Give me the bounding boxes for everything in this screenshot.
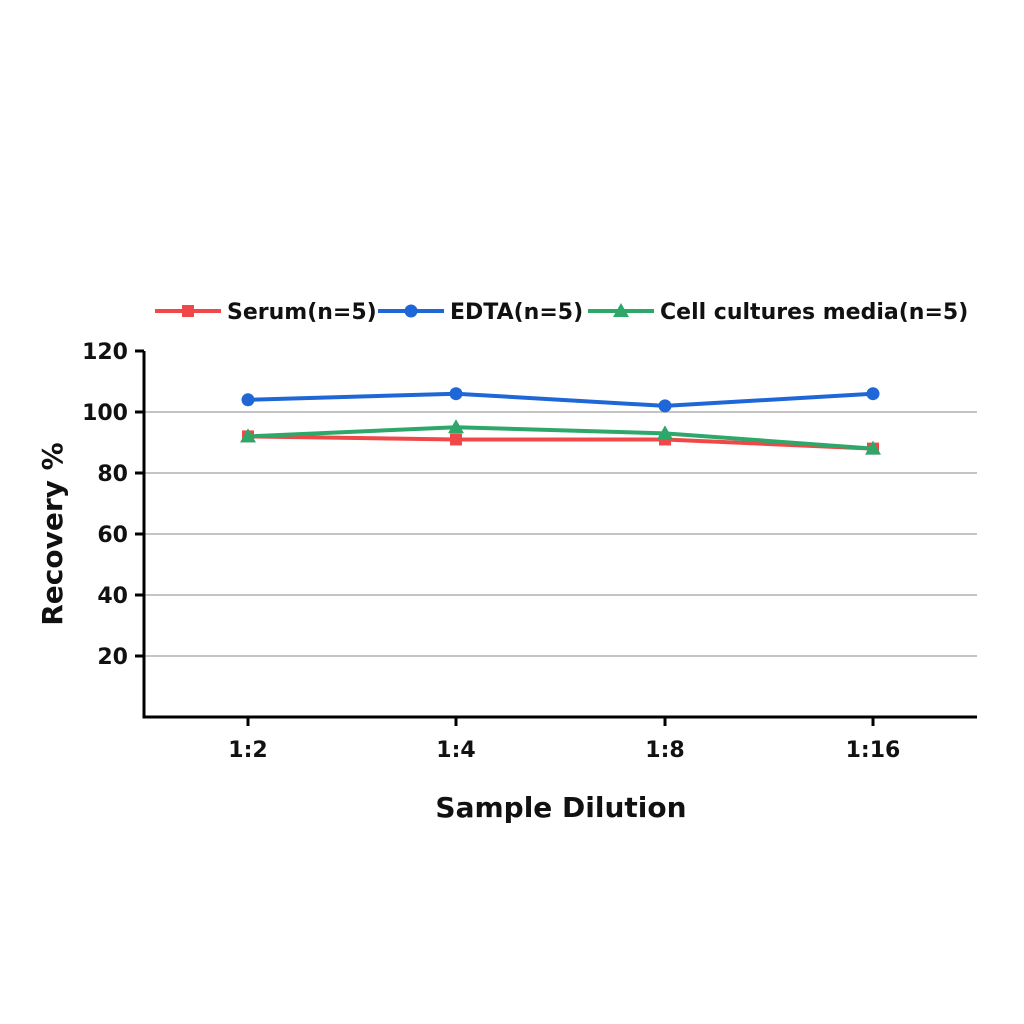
y-tick-label: 80 [97,462,128,487]
y-tick-label: 120 [82,340,128,365]
marker-circle [241,393,255,407]
marker-circle [449,387,463,401]
gridlines [144,411,977,657]
legend-label: Serum(n=5) [227,300,377,325]
marker-square [450,433,462,446]
legend-item: Serum(n=5) [155,300,377,325]
x-tick-label: 1:16 [846,738,901,763]
marker-triangle [657,425,673,440]
axes: 20 40 60 80 100 120 1:2 1:4 1:8 1:16 [82,340,977,763]
marker-triangle [448,419,464,434]
series-line [247,434,874,451]
x-tick-label: 1:8 [645,738,684,763]
x-tick-label: 1:2 [228,738,267,763]
legend-item: EDTA(n=5) [378,300,583,325]
marker-circle [404,304,418,318]
legend-label: Cell cultures media(n=5) [660,300,968,325]
y-tick-label: 100 [82,401,128,426]
y-tick-label: 60 [97,523,128,548]
y-tick-label: 20 [97,645,128,670]
series-group [240,387,881,455]
x-tick-label: 1:4 [436,738,475,763]
series-line [247,391,874,408]
marker-triangle [240,428,256,443]
series-circle [241,387,880,413]
x-axis-title: Sample Dilution [435,791,686,824]
series-triangle [240,419,881,455]
marker-triangle [613,303,629,317]
y-tick-label: 40 [97,584,128,609]
y-axis-title: Recovery % [36,442,69,626]
legend-item: Cell cultures media(n=5) [588,300,968,325]
legend: Serum(n=5) EDTA(n=5) Cell cultures media(n… [155,300,968,325]
marker-circle [866,387,880,401]
legend-label: EDTA(n=5) [450,300,583,325]
marker-triangle [865,440,881,455]
marker-square [182,305,194,317]
series-line [247,425,874,451]
marker-circle [658,399,672,413]
